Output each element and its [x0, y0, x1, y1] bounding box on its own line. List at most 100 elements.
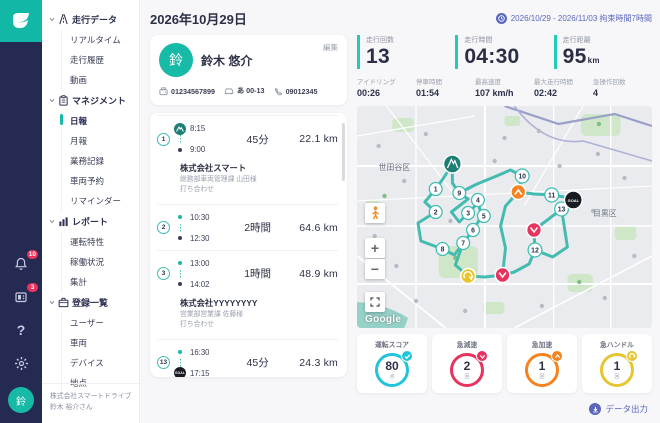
map-zoom-in-button[interactable]: +: [365, 238, 385, 259]
visit-contact: 総務部車両管理課 山田様: [180, 175, 257, 183]
trip-row[interactable]: 3 13:00 14:02 1時間 48.9 km: [157, 251, 338, 296]
start-pin-icon: [174, 122, 186, 135]
trip-distance: 22.1 km: [299, 133, 338, 145]
route-numbered-markers: 1 2 3 4 5 6 7 8 9 10 11 12 13: [428, 168, 570, 258]
driver-avatar: 鈴: [159, 43, 193, 77]
sidebar-group-registration[interactable]: 登録一覧: [42, 292, 139, 313]
accel-marker: [510, 183, 527, 201]
trip-row[interactable]: 1 8:15 9:00 45分 22.1 km: [157, 116, 338, 161]
sidebar-item-operation-status[interactable]: 稼働状況: [70, 257, 105, 267]
trip-row[interactable]: 2 10:30 12:30 2時間 64.6 km: [157, 205, 338, 250]
trip-duration: 2時間: [244, 222, 272, 235]
scrollbar-thumb[interactable]: [342, 123, 345, 181]
stat-distance: 走行距離 95km: [553, 35, 652, 70]
trip-detail: 株式会社YYYYYYYY 営業部営業課 佐藤様 打ち合わせ: [157, 296, 338, 339]
sidebar-group-management[interactable]: マネジメント: [42, 90, 139, 111]
sidebar-item-work-records[interactable]: 業務記録: [70, 156, 105, 166]
sidebar-group-label: レポート: [72, 217, 109, 227]
sidebar-item-driving-characteristics[interactable]: 運転特性: [70, 237, 105, 247]
notifications-bell-icon[interactable]: 10: [12, 250, 38, 273]
sidebar-item-vehicles[interactable]: 車両: [70, 338, 88, 348]
sidebar-group-driving-data[interactable]: 走行データ: [42, 9, 139, 30]
start-dot: [178, 350, 182, 355]
visit-company: 株式会社スマート: [180, 163, 247, 173]
decel-marker: [494, 266, 511, 284]
chevron-down-icon: [49, 17, 55, 22]
pegman-control[interactable]: [365, 203, 385, 224]
phone-contact: 01234567899: [159, 87, 215, 96]
district-label-setagaya: 世田谷区: [379, 162, 410, 172]
sidebar-group-report[interactable]: レポート: [42, 211, 139, 232]
start-dot: [178, 261, 182, 266]
goal-pin-icon: GOAL: [174, 367, 186, 377]
app-rail: 10 3 ? 鈴: [0, 0, 42, 423]
notifications-badge: 10: [26, 250, 38, 259]
data-export-button[interactable]: データ出力: [589, 403, 648, 415]
device-alerts-icon[interactable]: 3: [12, 283, 38, 306]
trip-duration: 45分: [246, 133, 269, 146]
svg-text:13: 13: [558, 207, 566, 214]
sidebar-item-video[interactable]: 動画: [70, 75, 88, 85]
trip-start-time: 16:30: [190, 347, 210, 357]
sidebar-item-users[interactable]: ユーザー: [70, 318, 104, 328]
brand-logo[interactable]: [0, 0, 42, 42]
stat-label: 走行時間: [464, 37, 493, 44]
sidebar-item-daily-report[interactable]: 日報: [42, 111, 139, 131]
user-avatar[interactable]: 鈴: [8, 387, 34, 413]
sidebar-item-vehicle-reservation[interactable]: 車両予約: [70, 176, 105, 186]
visit-contact: 営業部営業課 佐藤様: [180, 310, 244, 318]
car-icon: [224, 88, 234, 95]
page-title-date: 2026年10月29日: [150, 12, 247, 27]
stat-value: 13: [366, 45, 390, 68]
stat-idling: アイドリング 00:26: [357, 79, 396, 99]
trip-timeline: 13:00 14:02: [174, 257, 216, 291]
driver-card: 編集 鈴 鈴木 悠介 01234567899 あ 00-13: [150, 35, 347, 105]
chevron-down-icon: [49, 98, 55, 103]
sidebar-item-history[interactable]: 走行履歴: [70, 55, 105, 65]
plate-contact: あ 00-13: [224, 86, 265, 96]
sidebar-item-devices[interactable]: デバイス: [70, 358, 104, 368]
mobile-contact: 09012345: [274, 87, 318, 96]
fax-phone-icon: [159, 86, 168, 95]
google-logo[interactable]: Google: [365, 314, 402, 326]
stat-unit: km: [587, 56, 600, 65]
chevron-down-icon: [49, 300, 55, 305]
stat-max-speed: 最高速度 107 km/h: [475, 79, 514, 99]
start-dot: [178, 215, 182, 220]
sidebar-item-reminder[interactable]: リマインダー: [70, 196, 122, 206]
check-icon: [401, 350, 413, 363]
stat-value: 04:30: [464, 45, 520, 68]
trip-timeline: 8:15 9:00: [174, 122, 216, 156]
secondary-stats: アイドリング 00:26 停車時間 01:54 最高速度 107 km/h 最大…: [357, 76, 652, 98]
binding-hours-range[interactable]: 2026/10/29 - 2026/11/03 拘束時間7時間: [495, 13, 652, 24]
trip-number-badge: 3: [157, 267, 170, 281]
sidebar-item-monthly-report[interactable]: 月報: [70, 136, 88, 146]
svg-text:10: 10: [518, 174, 526, 181]
settings-gear-icon[interactable]: [12, 354, 30, 372]
trip-row[interactable]: 13 16:30 GOAL 17:15 45分 24.3 km: [157, 340, 338, 377]
data-export-label: データ出力: [605, 404, 648, 414]
clock-icon: [495, 13, 507, 24]
svg-text:8: 8: [441, 247, 445, 254]
map-fullscreen-button[interactable]: [365, 292, 385, 313]
binding-hours-text: 2026/10/29 - 2026/11/03 拘束時間7時間: [510, 14, 652, 23]
trip-group: 3 13:00 14:02 1時間 48.9 km 株式会社YYYYYYYY: [157, 249, 338, 339]
mobile-number: 09012345: [285, 86, 318, 96]
footer-company-name: 株式会社スマートドライブ: [50, 392, 132, 400]
trip-duration: 1時間: [244, 268, 272, 281]
decel-marker: [525, 221, 543, 239]
map-zoom-out-button[interactable]: −: [365, 259, 385, 280]
route-map[interactable]: 世田谷区 目黒区 1 2 3: [357, 106, 652, 329]
trip-group: 13 16:30 GOAL 17:15 45分 24.3 km: [157, 338, 338, 377]
trip-distance: 24.3 km: [299, 356, 338, 369]
trip-timeline: 10:30 12:30: [174, 211, 216, 245]
sidebar-item-aggregation[interactable]: 集計: [70, 277, 88, 287]
download-icon: [589, 403, 602, 415]
sidebar-item-realtime[interactable]: リアルタイム: [70, 35, 121, 45]
edit-link[interactable]: 編集: [323, 43, 338, 52]
help-icon[interactable]: ?: [16, 322, 26, 338]
svg-text:7: 7: [461, 241, 465, 248]
trip-end-time: 17:15: [190, 368, 210, 377]
